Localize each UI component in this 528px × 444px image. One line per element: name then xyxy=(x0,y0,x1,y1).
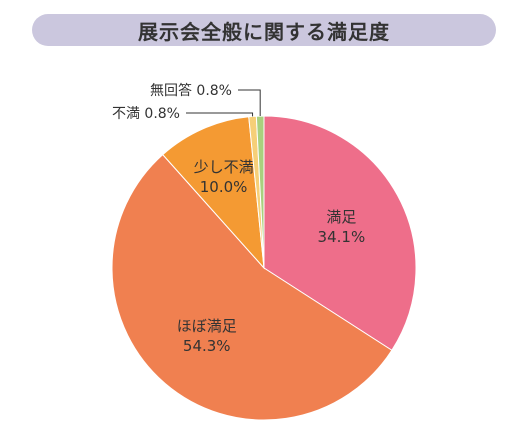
slice-value-satisfied: 34.1% xyxy=(318,228,366,246)
pie-slice-slightly-dissatisfied xyxy=(162,116,265,270)
callout-label-no-answer: 無回答 0.8% xyxy=(150,82,232,99)
slice-label-mostly-satisfied: ほぼ満足 xyxy=(177,317,237,335)
callout-line-no-answer xyxy=(238,89,261,117)
slice-value-mostly-satisfied: 54.3% xyxy=(183,337,231,355)
callout-line-dissatisfied xyxy=(186,112,254,117)
chart-title: 展示会全般に関する満足度 xyxy=(138,19,390,44)
callout-label-dissatisfied: 不満 0.8% xyxy=(112,106,180,122)
pie-slice-no-answer xyxy=(255,115,265,269)
slice-value-slightly-dissatisfied: 10.0% xyxy=(200,178,248,196)
slice-label-slightly-dissatisfied: 少し不満 xyxy=(194,158,254,176)
pie-slice-mostly-satisfied xyxy=(111,153,393,421)
pie-slice-satisfied xyxy=(263,115,417,351)
slice-label-satisfied: 満足 xyxy=(326,208,356,226)
chart-title-banner: 展示会全般に関する満足度 xyxy=(32,14,496,46)
